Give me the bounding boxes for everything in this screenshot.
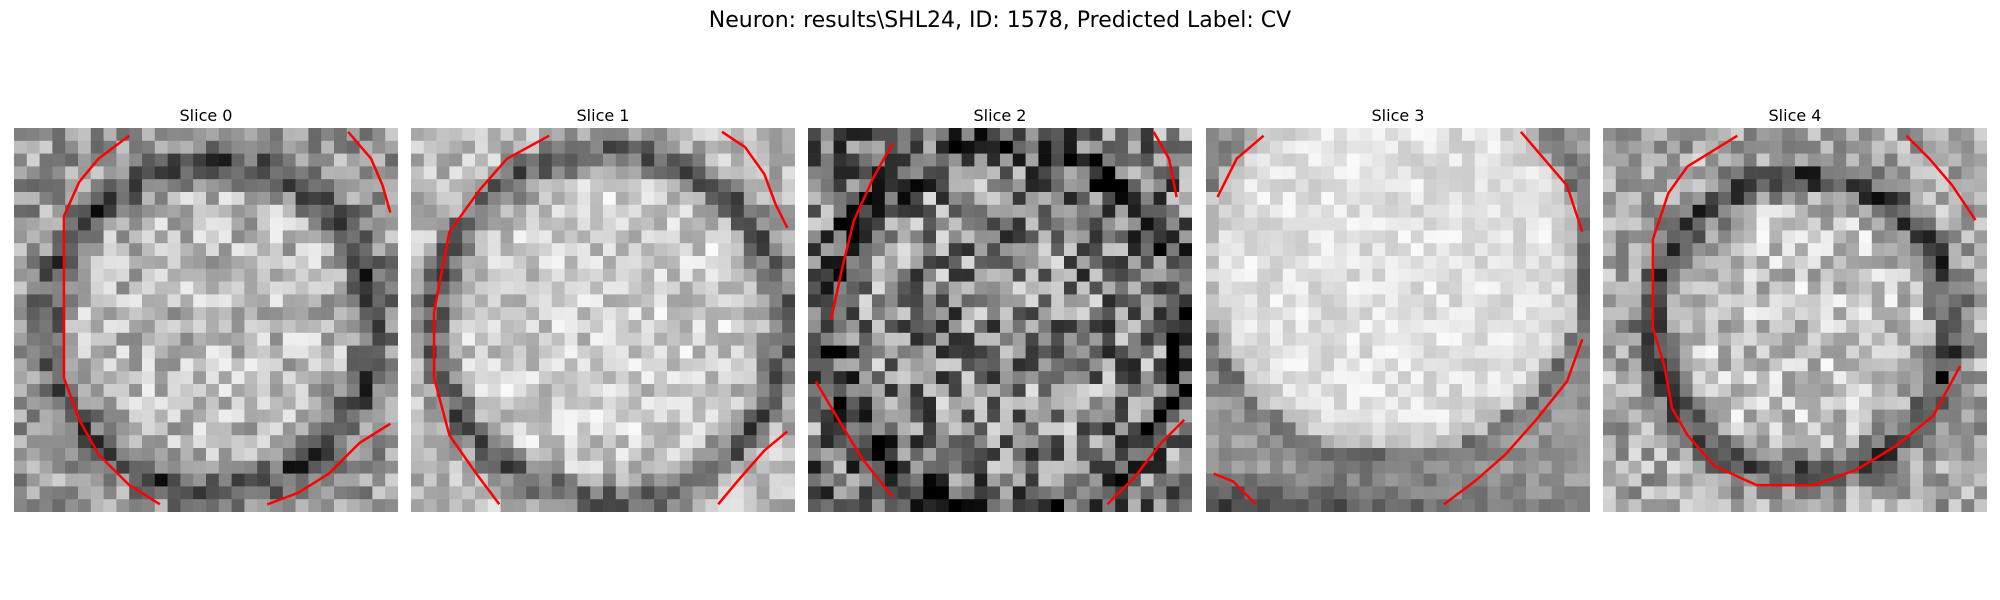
contour-line [1905, 134, 1977, 221]
contour-line [829, 142, 894, 321]
contour-line [814, 380, 894, 498]
slice-image [14, 128, 398, 512]
contour-line [432, 134, 550, 506]
slice-title: Slice 1 [576, 106, 630, 125]
contour-line [1651, 134, 1962, 487]
contour-line [1519, 130, 1584, 233]
slice-image [411, 128, 795, 512]
contour-line [717, 430, 789, 506]
slice-title: Slice 3 [1371, 106, 1425, 125]
slice-panel-4: Slice 4 [1603, 104, 1987, 512]
figure-title: Neuron: results\SHL24, ID: 1578, Predict… [708, 8, 1292, 33]
slice-pixels [808, 128, 1192, 512]
contour-line [1216, 134, 1265, 198]
contour-line [721, 130, 789, 229]
slice-pixels [1206, 128, 1590, 512]
contour-line [62, 134, 161, 506]
contour-line [1213, 472, 1257, 506]
contour-line [1106, 418, 1186, 506]
contour-line [1152, 131, 1178, 198]
slice-pixels [14, 128, 398, 512]
slice-panel-2: Slice 2 [808, 104, 1192, 512]
contour-line [347, 130, 392, 213]
contour-line [1443, 338, 1584, 506]
slice-panel-0: Slice 0 [14, 104, 398, 512]
slice-image [1603, 128, 1987, 512]
slice-panel-1: Slice 1 [411, 104, 795, 512]
contour-line [266, 422, 391, 506]
slice-title: Slice 0 [179, 106, 233, 125]
slice-title: Slice 2 [973, 106, 1027, 125]
slice-panel-3: Slice 3 [1206, 104, 1590, 512]
slice-pixels [1603, 128, 1987, 512]
slice-title: Slice 4 [1768, 106, 1822, 125]
slice-image [808, 128, 1192, 512]
slice-pixels [411, 128, 795, 512]
slice-image [1206, 128, 1590, 512]
